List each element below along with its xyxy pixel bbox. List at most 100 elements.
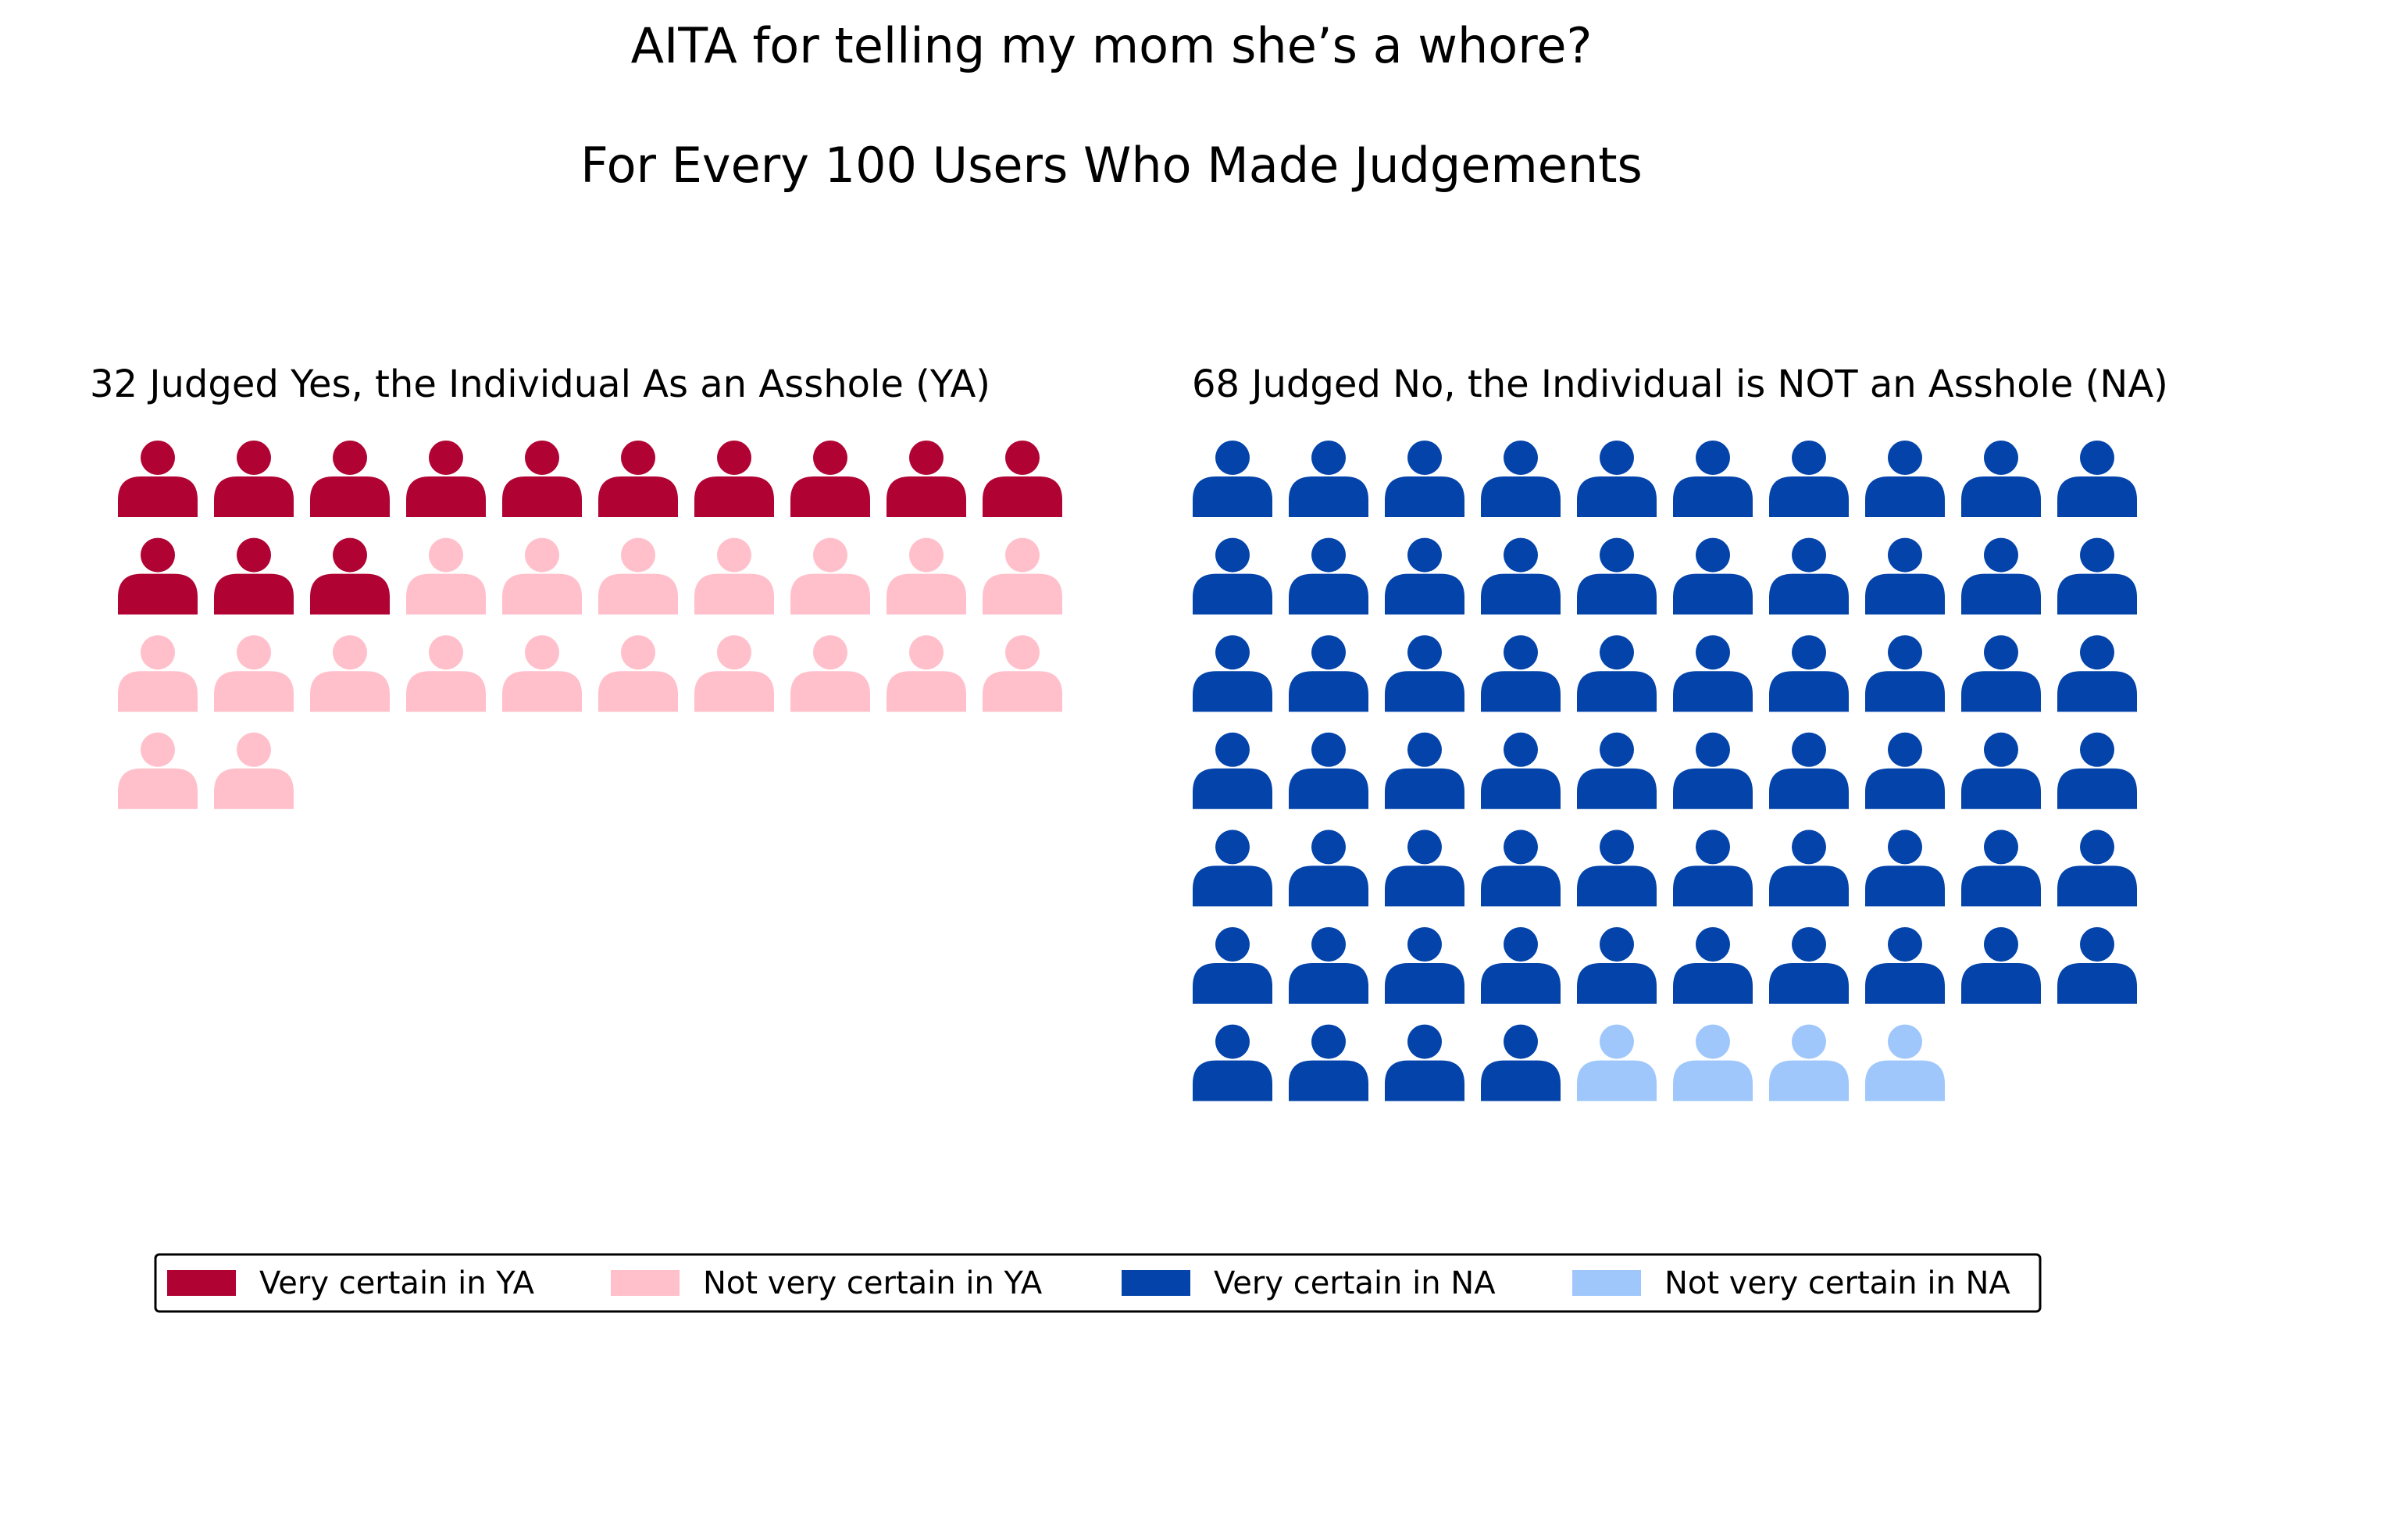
person-icon-body <box>1961 671 2041 712</box>
person-icon-body <box>1769 671 1849 712</box>
person-icon-ya-not-very-certain <box>310 635 390 712</box>
person-icon-head <box>1215 537 1250 573</box>
person-icon-body <box>1289 573 1368 615</box>
person-icon-head <box>1005 537 1040 573</box>
person-icon-ya-very-certain <box>118 537 198 615</box>
person-icon-ya-not-very-certain <box>694 537 774 615</box>
person-icon-head <box>1696 1024 1730 1059</box>
person-icon-body <box>1481 1060 1561 1101</box>
person-icon-na-very-certain <box>1289 635 1368 712</box>
person-icon-ya-very-certain <box>694 441 774 517</box>
person-icon-head <box>1215 441 1250 475</box>
person-icon-body <box>2057 573 2137 615</box>
person-icon-body <box>1769 865 1849 907</box>
person-icon-body <box>1961 573 2041 615</box>
person-icon-body <box>1673 865 1753 907</box>
person-icon-body <box>1385 476 1464 517</box>
person-icon-body <box>214 476 294 517</box>
person-icon-head <box>2080 732 2114 767</box>
person-icon-head <box>141 537 175 573</box>
person-icon-body <box>694 476 774 517</box>
person-icon-head <box>1311 441 1346 475</box>
person-icon-na-very-certain <box>1289 732 1368 809</box>
person-icon-na-very-certain <box>1193 537 1272 615</box>
person-icon-na-very-certain <box>1961 732 2041 809</box>
person-icon-head <box>1215 1024 1250 1059</box>
person-icon-ya-very-certain <box>502 441 582 517</box>
person-icon-na-very-certain <box>1481 927 1561 1004</box>
person-icon-na-very-certain <box>1961 441 2041 517</box>
person-icon-head <box>237 441 271 475</box>
person-icon-na-very-certain <box>1961 830 2041 907</box>
person-icon-head <box>1504 830 1538 865</box>
person-icon-head <box>1215 927 1250 962</box>
person-icon-body <box>1289 963 1368 1004</box>
person-icon-body <box>1961 476 2041 517</box>
person-icon-body <box>1865 573 1945 615</box>
person-icon-body <box>1385 573 1464 615</box>
person-icon-head <box>1696 537 1730 573</box>
legend-label-very-certain-ya: Very certain in YA <box>259 1265 535 1301</box>
person-icon-body <box>1961 768 2041 809</box>
person-icon-body <box>1481 671 1561 712</box>
person-icon-head <box>333 635 367 670</box>
person-icon-na-very-certain <box>1481 635 1561 712</box>
person-icon-body <box>1865 963 1945 1004</box>
legend-swatch-very-certain-na <box>1122 1270 1190 1296</box>
person-icon-head <box>1888 732 1922 767</box>
person-icon-body <box>1289 768 1368 809</box>
person-icon-ya-not-very-certain <box>118 635 198 712</box>
person-icon-ya-not-very-certain <box>214 732 294 809</box>
person-icon-head <box>813 635 847 670</box>
person-icon-na-very-certain <box>2057 927 2137 1004</box>
person-icon-na-very-certain <box>1289 441 1368 517</box>
person-icon-head <box>237 732 271 767</box>
person-icon-body <box>502 671 582 712</box>
panel-title-na: 68 Judged No, the Individual is NOT an A… <box>1192 362 2168 406</box>
person-icon-head <box>333 537 367 573</box>
person-icon-body <box>310 573 390 615</box>
person-icon-body <box>214 573 294 615</box>
person-icon-na-very-certain <box>1961 537 2041 615</box>
person-icon-head <box>237 537 271 573</box>
person-icon-head <box>1888 1024 1922 1059</box>
person-icon-body <box>1577 476 1657 517</box>
person-icon-head <box>1407 830 1442 865</box>
person-icon-body <box>1193 1060 1272 1101</box>
chart-subtitle: For Every 100 Users Who Made Judgements <box>580 137 1643 194</box>
person-icon-head <box>1984 537 2018 573</box>
person-icon-na-very-certain <box>1385 1024 1464 1101</box>
person-icon-body <box>1769 963 1849 1004</box>
person-icon-body <box>1385 865 1464 907</box>
person-icon-head <box>2080 927 2114 962</box>
person-icon-na-very-certain <box>1673 635 1753 712</box>
person-icon-ya-not-very-certain <box>790 537 870 615</box>
person-icon-na-very-certain <box>1673 537 1753 615</box>
person-icon-head <box>1792 441 1826 475</box>
person-icon-na-very-certain <box>1769 830 1849 907</box>
person-icon-head <box>1696 732 1730 767</box>
person-icon-head <box>1407 927 1442 962</box>
person-icon-body <box>2057 476 2137 517</box>
person-icon-head <box>1005 635 1040 670</box>
person-icon-body <box>1193 865 1272 907</box>
person-icon-head <box>1311 830 1346 865</box>
person-icon-body <box>983 671 1062 712</box>
person-icon-body <box>1577 671 1657 712</box>
person-icon-body <box>1289 671 1368 712</box>
person-icon-ya-very-certain <box>310 441 390 517</box>
person-icon-head <box>1504 441 1538 475</box>
legend-label-very-certain-na: Very certain in NA <box>1214 1265 1496 1301</box>
legend-label-not-very-certain-na: Not very certain in NA <box>1664 1265 2010 1301</box>
person-icon-body <box>310 476 390 517</box>
person-icon-na-very-certain <box>2057 732 2137 809</box>
person-icon-head <box>1792 1024 1826 1059</box>
person-icon-na-very-certain <box>1289 1024 1368 1101</box>
person-icon-head <box>1888 537 1922 573</box>
person-icon-body <box>694 573 774 615</box>
person-icon-head <box>1407 635 1442 670</box>
person-icon-body <box>1577 865 1657 907</box>
person-icon-head <box>1696 441 1730 475</box>
person-icon-body <box>1961 963 2041 1004</box>
person-icon-na-very-certain <box>1865 537 1945 615</box>
